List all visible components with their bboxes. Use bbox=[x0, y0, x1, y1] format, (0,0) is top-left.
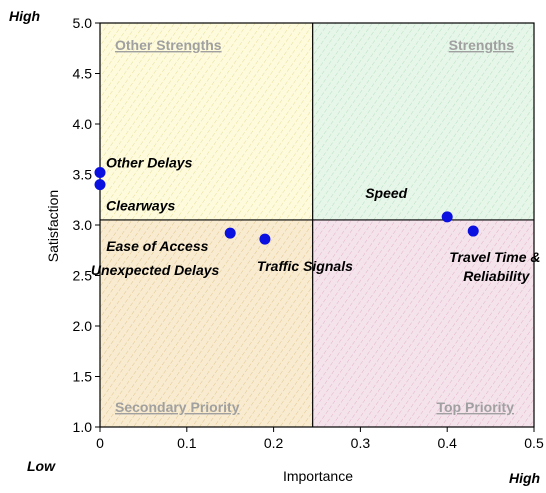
point-label-other-delays: Other Delays bbox=[106, 154, 193, 170]
quadrant-top-left bbox=[100, 23, 313, 220]
x-tick-label: 0.5 bbox=[524, 435, 544, 451]
point-ease-of-access bbox=[224, 227, 236, 239]
point-label-traffic-signals: Traffic Signals bbox=[257, 258, 353, 274]
quadrant-bottom-left bbox=[100, 219, 313, 427]
point-label-speed: Speed bbox=[365, 185, 407, 201]
corner-label-high-y: High bbox=[9, 8, 40, 24]
y-tick-label: 4.0 bbox=[73, 116, 93, 132]
quadrant-bottom-right bbox=[312, 219, 534, 427]
point-speed bbox=[441, 211, 453, 223]
quadrant-label-top-right: Strengths bbox=[449, 37, 515, 53]
x-tick-label: 0.2 bbox=[264, 435, 284, 451]
y-axis-label: Satisfaction bbox=[45, 190, 61, 262]
quadrant-label-bottom-right: Top Priority bbox=[436, 399, 514, 415]
point-clearways bbox=[94, 179, 106, 191]
corner-label-low: Low bbox=[27, 458, 56, 474]
point-label-unexpected-delays: Unexpected Delays bbox=[91, 262, 220, 278]
y-tick-label: 2.0 bbox=[73, 318, 93, 334]
x-tick-label: 0.4 bbox=[437, 435, 457, 451]
y-tick-label: 3.5 bbox=[73, 167, 93, 183]
point-label-travel-time-and-reliability: Travel Time & Reliability bbox=[449, 249, 540, 284]
y-tick-label: 3.0 bbox=[73, 217, 93, 233]
y-tick-label: 1.5 bbox=[73, 369, 93, 385]
corner-label-high-x: High bbox=[509, 470, 540, 486]
quadrant-label-bottom-left: Secondary Priority bbox=[115, 399, 240, 415]
point-other-delays bbox=[94, 166, 106, 178]
quadrant-top-right bbox=[312, 23, 534, 220]
point-unexpected-delays bbox=[259, 233, 271, 245]
x-axis-label: Importance bbox=[283, 468, 353, 484]
point-travel-time-and-reliability bbox=[467, 225, 479, 237]
quadrant-label-top-left: Other Strengths bbox=[115, 37, 222, 53]
y-tick-label: 1.0 bbox=[73, 419, 93, 435]
y-tick-label: 4.5 bbox=[73, 66, 93, 82]
x-tick-label: 0 bbox=[96, 435, 104, 451]
point-label-clearways: Clearways bbox=[106, 198, 175, 214]
point-label-ease-of-access: Ease of Access bbox=[106, 238, 208, 254]
y-tick-label: 2.5 bbox=[73, 268, 93, 284]
x-tick-label: 0.3 bbox=[351, 435, 371, 451]
y-tick-label: 5.0 bbox=[73, 15, 93, 31]
x-tick-label: 0.1 bbox=[177, 435, 197, 451]
